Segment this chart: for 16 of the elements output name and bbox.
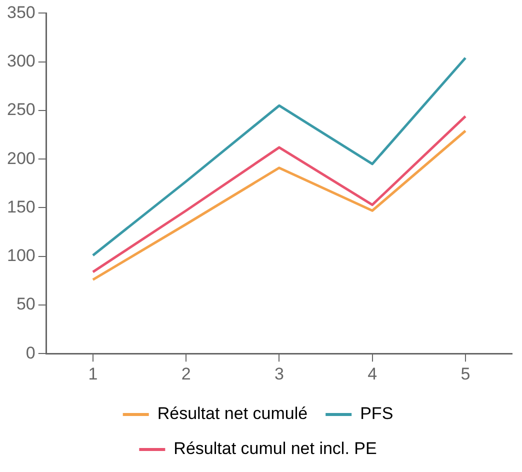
y-tick-label: 250 <box>6 100 36 120</box>
y-tick-label: 350 <box>6 2 36 22</box>
y-tick-label: 150 <box>6 197 36 216</box>
y-tick-label: 50 <box>16 294 36 314</box>
x-tick-label: 3 <box>274 364 284 384</box>
x-tick-label: 4 <box>368 364 378 384</box>
legend-label: Résultat net cumulé <box>157 404 308 424</box>
legend-label: Résultat cumul net incl. PE <box>174 439 377 458</box>
y-tick-label: 200 <box>6 148 36 168</box>
y-tick-label: 0 <box>26 343 36 362</box>
y-tick-label: 100 <box>6 246 36 266</box>
x-tick-label: 5 <box>460 364 470 384</box>
legend-label: PFS <box>360 404 394 424</box>
y-tick-label: 300 <box>6 52 36 71</box>
x-tick-label: 1 <box>88 364 98 384</box>
x-tick-label: 2 <box>181 364 191 384</box>
